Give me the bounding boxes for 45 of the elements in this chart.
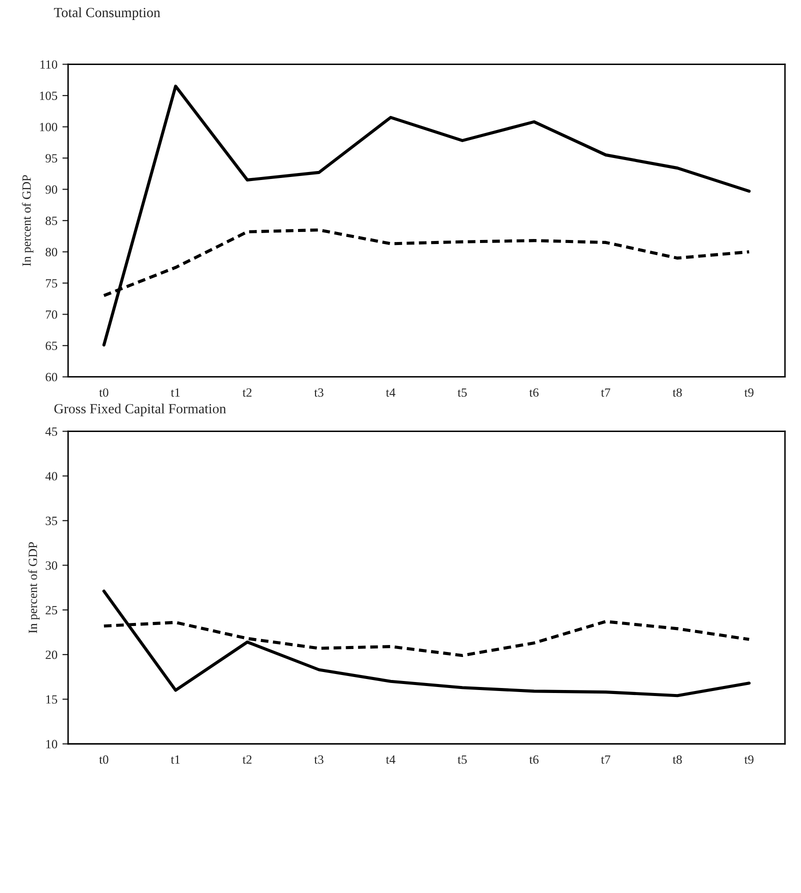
x-tick-label: t8 <box>672 755 682 764</box>
x-tick-label: t5 <box>458 755 467 764</box>
y-tick-label: 40 <box>45 472 58 480</box>
line-series <box>102 84 751 346</box>
y-tick-label: 80 <box>46 248 58 256</box>
x-tick-label: t7 <box>601 388 610 397</box>
y-tick-label: 105 <box>40 92 58 100</box>
x-tick-label: t8 <box>672 388 682 397</box>
y-tick-label: 110 <box>40 60 58 69</box>
x-tick-label: t5 <box>458 388 467 397</box>
y-tick-label: 30 <box>46 561 58 570</box>
y-tick-label: 100 <box>40 122 58 132</box>
y-axis-title: In percent of GDP <box>22 175 34 266</box>
x-tick-label: t6 <box>529 755 539 764</box>
y-tick-label: 65 <box>46 342 58 350</box>
x-tick-label: t1 <box>170 755 180 764</box>
y-axis-title: In percent of GDP <box>28 542 40 634</box>
y-tick-label: 25 <box>46 606 58 614</box>
y-tick-label: 95 <box>46 154 58 163</box>
y-tick-label: 20 <box>46 650 58 660</box>
y-tick-label: 70 <box>46 310 58 319</box>
x-tick-label: t9 <box>744 388 754 397</box>
y-tick-label: 35 <box>46 516 58 526</box>
y-tick-label: 60 <box>46 372 58 382</box>
y-tick-label: 45 <box>45 427 58 436</box>
x-tick-label: t4 <box>386 755 396 764</box>
line-series <box>102 590 751 698</box>
x-tick-label: t3 <box>314 388 324 397</box>
x-tick-label: t2 <box>242 388 252 397</box>
x-tick-label: t1 <box>170 388 180 397</box>
y-tick-label: 15 <box>46 695 58 704</box>
chart-title: Total Consumption <box>54 7 160 20</box>
y-tick-label: 10 <box>46 740 58 748</box>
x-tick-label: t0 <box>99 388 108 397</box>
x-tick-label: t7 <box>601 755 610 764</box>
x-tick-label: t4 <box>386 388 396 397</box>
chart-title: Gross Fixed Capital Formation <box>54 404 226 416</box>
y-tick-label: 75 <box>46 279 58 288</box>
x-tick-label: t2 <box>242 755 252 764</box>
y-tick-label: 90 <box>46 185 58 194</box>
x-tick-label: t0 <box>99 755 108 764</box>
x-tick-label: t6 <box>529 388 539 397</box>
x-tick-label: t3 <box>314 755 324 764</box>
x-tick-label: t9 <box>744 755 754 764</box>
y-tick-label: 85 <box>46 216 58 226</box>
